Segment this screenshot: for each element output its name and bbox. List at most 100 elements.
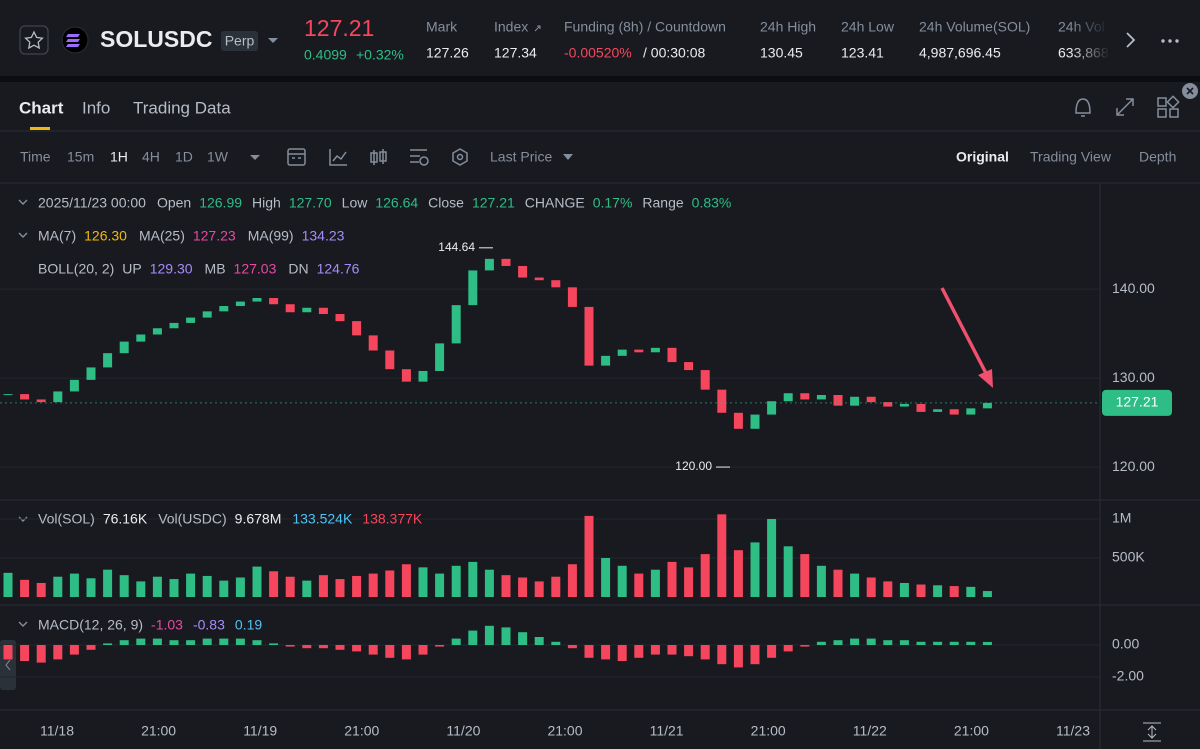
macd_chart-bar <box>235 638 245 645</box>
tab[interactable]: Trading Data <box>133 98 231 117</box>
interval[interactable]: Time <box>20 149 51 165</box>
macd_chart-bar <box>667 645 677 655</box>
info-text: MB <box>205 261 226 277</box>
volume_chart-bar <box>186 573 196 598</box>
view[interactable]: Trading View <box>1030 149 1112 165</box>
x-tick-label: 11/20 <box>446 723 480 739</box>
macd_chart-bar <box>733 645 743 668</box>
macd_chart-bar <box>584 645 594 658</box>
candle-body <box>69 379 79 392</box>
volume_chart-bar <box>966 586 976 597</box>
volume_chart-bar <box>3 572 13 597</box>
price-change-pct: +0.32% <box>356 47 404 63</box>
interval[interactable]: 4H <box>142 149 160 165</box>
volume_chart-bar <box>69 573 79 598</box>
macd_chart-bar <box>169 640 179 645</box>
volume_chart-bar <box>119 575 129 598</box>
more-menu[interactable] <box>1161 39 1179 43</box>
candle-body <box>850 396 860 406</box>
info-text: High <box>252 195 281 211</box>
plot-area <box>0 258 1100 678</box>
macd_chart-bar <box>750 645 760 665</box>
interval-active[interactable]: 1H <box>110 149 128 165</box>
macd_chart-bar <box>252 640 262 645</box>
candle-body <box>352 321 362 336</box>
volume_chart-bar <box>468 561 478 597</box>
volume_chart-bar <box>302 580 312 597</box>
info-text: 0.19 <box>235 617 262 633</box>
interval[interactable]: 1W <box>207 149 229 165</box>
y-tick-label: 1M <box>1112 510 1131 526</box>
y-tick-label: 120.00 <box>1112 458 1155 474</box>
volume_chart-bar <box>684 567 694 597</box>
sol-logo-mark <box>66 34 80 47</box>
candle-body <box>451 305 461 344</box>
volume_chart-bar <box>866 577 876 597</box>
y-tick-label: 500K <box>1112 549 1145 565</box>
macd_chart-bar <box>767 645 777 658</box>
macd_chart-bar <box>518 632 528 645</box>
interval[interactable]: 1D <box>175 149 193 165</box>
macd_chart-bar <box>484 625 494 645</box>
stat-label: 24h Low <box>841 19 895 35</box>
macd_chart-bar <box>567 645 577 649</box>
candle-body <box>186 317 196 323</box>
row-toggles[interactable] <box>18 199 28 627</box>
volume_chart-bar <box>53 576 63 597</box>
volume_chart-bar <box>767 519 777 597</box>
info-text: 127.70 <box>289 195 332 211</box>
macd_chart-bar <box>352 645 362 652</box>
info-text: 127.03 <box>234 261 277 277</box>
volume_chart-bar <box>634 573 644 598</box>
price-change: 0.4099 <box>304 47 347 63</box>
macd_chart-bar <box>53 645 63 660</box>
x-tick-label: 21:00 <box>547 723 582 739</box>
candle-body <box>152 328 162 335</box>
scroll-right[interactable] <box>1126 32 1136 48</box>
link-icon <box>534 25 541 32</box>
tool-icons[interactable] <box>287 148 468 166</box>
view-active[interactable]: Original <box>956 149 1009 165</box>
info-text: 129.30 <box>150 261 193 277</box>
macd_chart-bar <box>833 640 843 645</box>
candle-body <box>518 265 528 278</box>
fullscreen-icon[interactable] <box>1116 98 1134 116</box>
chart-panel <box>0 82 1200 749</box>
candle-body <box>401 369 411 382</box>
macd_chart-bar <box>418 645 428 655</box>
candle-body <box>949 409 959 415</box>
volume_chart-bar <box>783 546 793 597</box>
price-type[interactable]: Last Price <box>490 149 552 165</box>
info-text: MA(99) <box>248 228 294 244</box>
candle-body <box>435 343 445 371</box>
macd_chart-bar <box>850 638 860 645</box>
layout-icon[interactable] <box>1157 95 1180 118</box>
candle-body <box>119 341 129 354</box>
x-tick-label: 11/19 <box>243 723 277 739</box>
candle-body <box>219 306 229 312</box>
volume_chart-bar <box>36 582 46 597</box>
scale-toggle[interactable] <box>1143 722 1161 742</box>
alert-icon[interactable] <box>1075 98 1091 117</box>
candle-body <box>567 287 577 307</box>
macd_chart-bar <box>103 643 113 645</box>
candle-body <box>767 401 777 415</box>
tab-active[interactable]: Chart <box>19 98 64 117</box>
candle-body <box>3 394 13 396</box>
interval[interactable]: 15m <box>67 149 94 165</box>
info-text: Open <box>157 195 191 211</box>
annotation-arrow <box>940 287 992 382</box>
info-text: 124.76 <box>317 261 360 277</box>
view[interactable]: Depth <box>1139 149 1176 165</box>
last-price: 127.21 <box>304 15 374 41</box>
interval-dropdown[interactable] <box>250 155 260 160</box>
price-type-dropdown[interactable] <box>563 154 573 160</box>
symbol-dropdown[interactable] <box>268 38 278 43</box>
stat-label: Index <box>494 19 528 35</box>
tab[interactable]: Info <box>82 98 110 117</box>
volume_chart-bar <box>385 570 395 598</box>
volume_chart-bar <box>650 569 660 597</box>
favorite-button[interactable] <box>19 25 49 55</box>
info-text: BOLL(20, 2) <box>38 261 114 277</box>
